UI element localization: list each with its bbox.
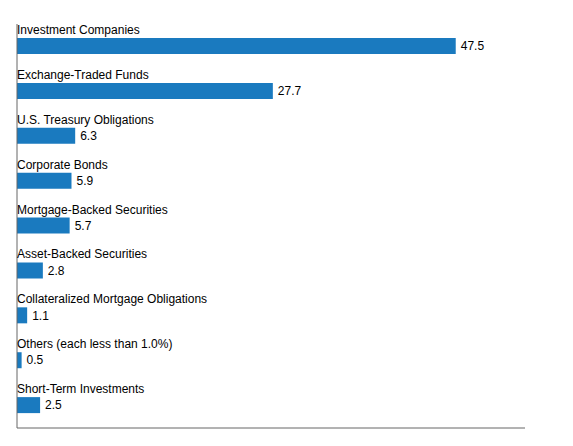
svg-text:5.9: 5.9	[76, 174, 93, 188]
svg-text:U.S. Treasury Obligations: U.S. Treasury Obligations	[17, 113, 154, 127]
svg-text:47.5: 47.5	[461, 39, 485, 53]
svg-text:Short-Term Investments: Short-Term Investments	[17, 382, 144, 396]
svg-text:Mortgage-Backed Securities: Mortgage-Backed Securities	[17, 203, 168, 217]
svg-text:2.8: 2.8	[48, 264, 65, 278]
svg-text:Corporate Bonds: Corporate Bonds	[17, 158, 108, 172]
svg-text:Asset-Backed Securities: Asset-Backed Securities	[17, 247, 147, 261]
svg-text:6.3: 6.3	[80, 129, 97, 143]
svg-text:Exchange-Traded Funds: Exchange-Traded Funds	[17, 68, 149, 82]
svg-text:5.7: 5.7	[75, 219, 92, 233]
svg-text:2.5: 2.5	[45, 398, 62, 412]
svg-text:0.5: 0.5	[27, 353, 44, 367]
svg-text:Others (each less than 1.0%): Others (each less than 1.0%)	[17, 337, 172, 351]
svg-text:1.1: 1.1	[32, 309, 49, 323]
svg-text:Collateralized Mortgage Obliga: Collateralized Mortgage Obligations	[17, 292, 207, 306]
svg-text:27.7: 27.7	[278, 84, 302, 98]
svg-text:Investment Companies: Investment Companies	[17, 23, 140, 37]
